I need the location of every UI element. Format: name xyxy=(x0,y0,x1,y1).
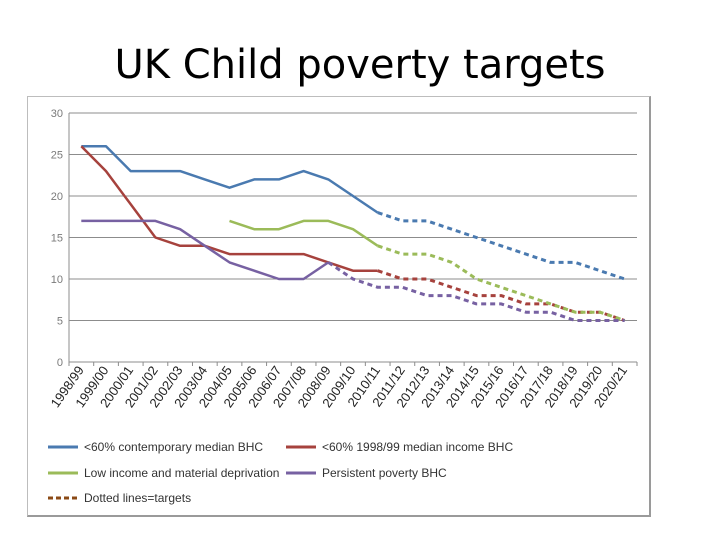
y-tick-label: 30 xyxy=(51,108,63,120)
series-target-line-60-contemporary-median-bhc xyxy=(377,211,626,281)
y-tick-label: 0 xyxy=(57,357,63,369)
chart-frame: 0 5 10 15 20 25 30 1998/99 1999/00 2000/01 2001/02… xyxy=(27,96,651,517)
y-tick-label: 25 xyxy=(51,150,63,162)
legend-label-60-contemporary-median-bhc: <60% contemporary median BHC xyxy=(84,440,263,454)
y-tick-label: 5 xyxy=(57,316,63,328)
y-tick-label: 15 xyxy=(51,233,63,245)
series-target-line-60-1998-99-median-income-bhc xyxy=(377,269,626,322)
series-line-low-income-and-material-deprivation xyxy=(229,219,379,247)
line-chart: 0510152025301998/991999/002000/012001/02… xyxy=(48,108,638,505)
legend-label-60-1998-99-median-income-bhc: <60% 1998/99 median income BHC xyxy=(322,440,513,454)
legend-label-persistent-poverty-bhc: Persistent poverty BHC xyxy=(322,466,447,480)
series-target-line-persistent-poverty-bhc xyxy=(327,261,625,322)
y-tick-label: 20 xyxy=(51,191,63,203)
series-target-line-low-income-and-material-deprivation xyxy=(377,244,626,322)
series-line-persistent-poverty-bhc xyxy=(81,219,329,281)
legend-label-low-income-and-material-deprivation: Low income and material deprivation xyxy=(84,466,279,480)
series-line-60-contemporary-median-bhc xyxy=(81,144,379,214)
slide-title: UK Child poverty targets xyxy=(114,42,606,88)
y-tick-label: 10 xyxy=(51,274,63,286)
legend-label-dotted-lines-targets: Dotted lines=targets xyxy=(84,491,191,505)
